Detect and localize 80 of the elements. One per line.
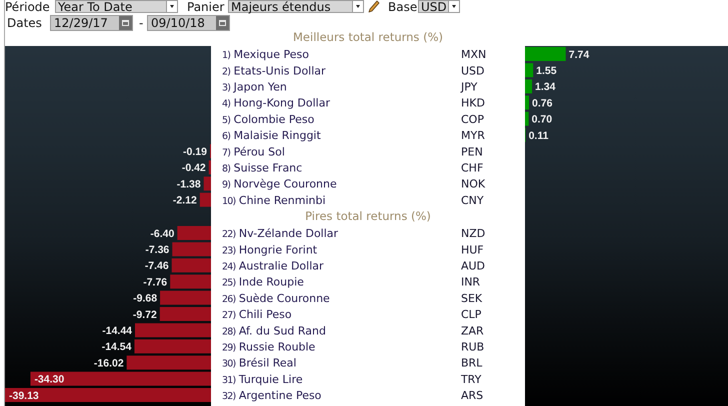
data-label: -0.42: [182, 162, 206, 174]
y2-tick-label: USD: [461, 64, 485, 78]
y-tick-label: 10) Chine Renminbi: [222, 194, 326, 207]
data-label: -9.68: [133, 294, 158, 305]
bar: [525, 96, 529, 110]
y2-tick-label: ARS: [460, 389, 484, 402]
y-tick-label: 1) Mexique Peso: [222, 48, 310, 62]
dropdown-field: Year To Date: [55, 0, 178, 13]
y2-tick-label: NOK: [461, 178, 486, 191]
dropdown-field: USD: [418, 0, 460, 13]
text: Dates: [7, 16, 42, 30]
data-label: -14.54: [102, 342, 132, 354]
y2-tick-label: MYR: [461, 129, 486, 142]
y2-tick-label: RUB: [460, 340, 484, 354]
data-label: -7.36: [145, 244, 170, 256]
y-tick-label: 25) Inde Roupie: [222, 276, 304, 289]
y2-tick-label: HUF: [460, 243, 484, 256]
text: Base: [388, 0, 418, 14]
y-tick-label: 22) Nv-Zélande Dollar: [222, 227, 339, 240]
y2-tick-label: INR: [460, 276, 480, 289]
y-tick-label: 23) Hongrie Forint: [222, 243, 318, 256]
text: Panier: [187, 0, 224, 14]
bar: [525, 112, 529, 126]
y2-tick-label: NZD: [460, 227, 486, 240]
date-field: 09/10/18: [147, 15, 230, 31]
data-label: -16.02: [94, 358, 124, 370]
y2-tick-label: HKD: [461, 96, 485, 110]
text: Période: [5, 0, 50, 14]
data-label: -14.44: [102, 326, 132, 337]
y2-tick-label: SEK: [460, 292, 483, 305]
y-tick-label: 32) Argentine Peso: [222, 389, 322, 402]
y-tick-label: 3) Japon Yen: [222, 80, 287, 94]
y-tick-label: 8) Suisse Franc: [222, 161, 302, 174]
data-label: 7.74: [568, 48, 590, 61]
y-tick-label: 9) Norvège Couronne: [222, 178, 337, 191]
y-tick-label: 29) Russie Rouble: [222, 340, 316, 354]
data-label: -2.12: [172, 194, 197, 207]
data-label: 0.11: [528, 130, 549, 142]
y-tick-label: 30) Brésil Real: [222, 356, 296, 370]
y2-tick-label: MXN: [461, 48, 486, 62]
date-field: 12/29/17: [50, 15, 133, 31]
bar: [525, 47, 566, 61]
y2-tick-label: CHF: [461, 161, 484, 174]
y-tick-label: 28) Af. du Sud Rand: [222, 324, 326, 338]
dropdown-field: Majeurs étendus: [228, 0, 364, 13]
bar: [525, 63, 534, 78]
y2-tick-label: ZAR: [460, 324, 484, 338]
data-label: -1.38: [176, 178, 201, 190]
data-label: -7.46: [144, 261, 169, 272]
y2-tick-label: COP: [461, 112, 484, 126]
y-tick-label: 7) Pérou Sol: [222, 145, 285, 158]
data-label: -6.40: [150, 228, 174, 240]
y-tick-label: 2) Etats-Unis Dollar: [222, 64, 326, 78]
y-tick-label: 4) Hong-Kong Dollar: [222, 96, 330, 110]
y-tick-label: 5) Colombie Peso: [222, 112, 315, 126]
y-tick-label: 26) Suède Couronne: [222, 292, 330, 305]
y2-tick-label: BRL: [460, 356, 484, 370]
data-label: 1.34: [535, 81, 556, 94]
data-label: -9.72: [132, 310, 157, 321]
text: Pires total returns (%): [304, 208, 432, 225]
y2-tick-label: JPY: [460, 80, 478, 94]
data-label: -0.19: [183, 146, 208, 158]
y-tick-label: 27) Chili Peso: [222, 308, 292, 322]
y-tick-label: 6) Malaisie Ringgit: [222, 129, 322, 142]
bar: [525, 79, 532, 94]
text: Meilleurs total returns (%): [292, 29, 444, 46]
data-label: 1.55: [536, 64, 557, 77]
y2-tick-label: TRY: [460, 372, 482, 386]
y2-tick-label: PEN: [461, 145, 483, 158]
y2-tick-label: CNY: [461, 194, 484, 207]
y-tick-label: 24) Australie Dollar: [222, 259, 324, 272]
y2-tick-label: AUD: [460, 259, 485, 272]
data-label: -34.30: [34, 374, 64, 386]
text: -: [139, 16, 144, 30]
data-label: 0.76: [532, 97, 553, 110]
data-label: -7.76: [143, 277, 168, 288]
data-label: 0.70: [532, 114, 552, 126]
data-label: -39.13: [9, 390, 39, 402]
y2-tick-label: CLP: [460, 308, 482, 322]
y-tick-label: 31) Turquie Lire: [222, 372, 303, 386]
